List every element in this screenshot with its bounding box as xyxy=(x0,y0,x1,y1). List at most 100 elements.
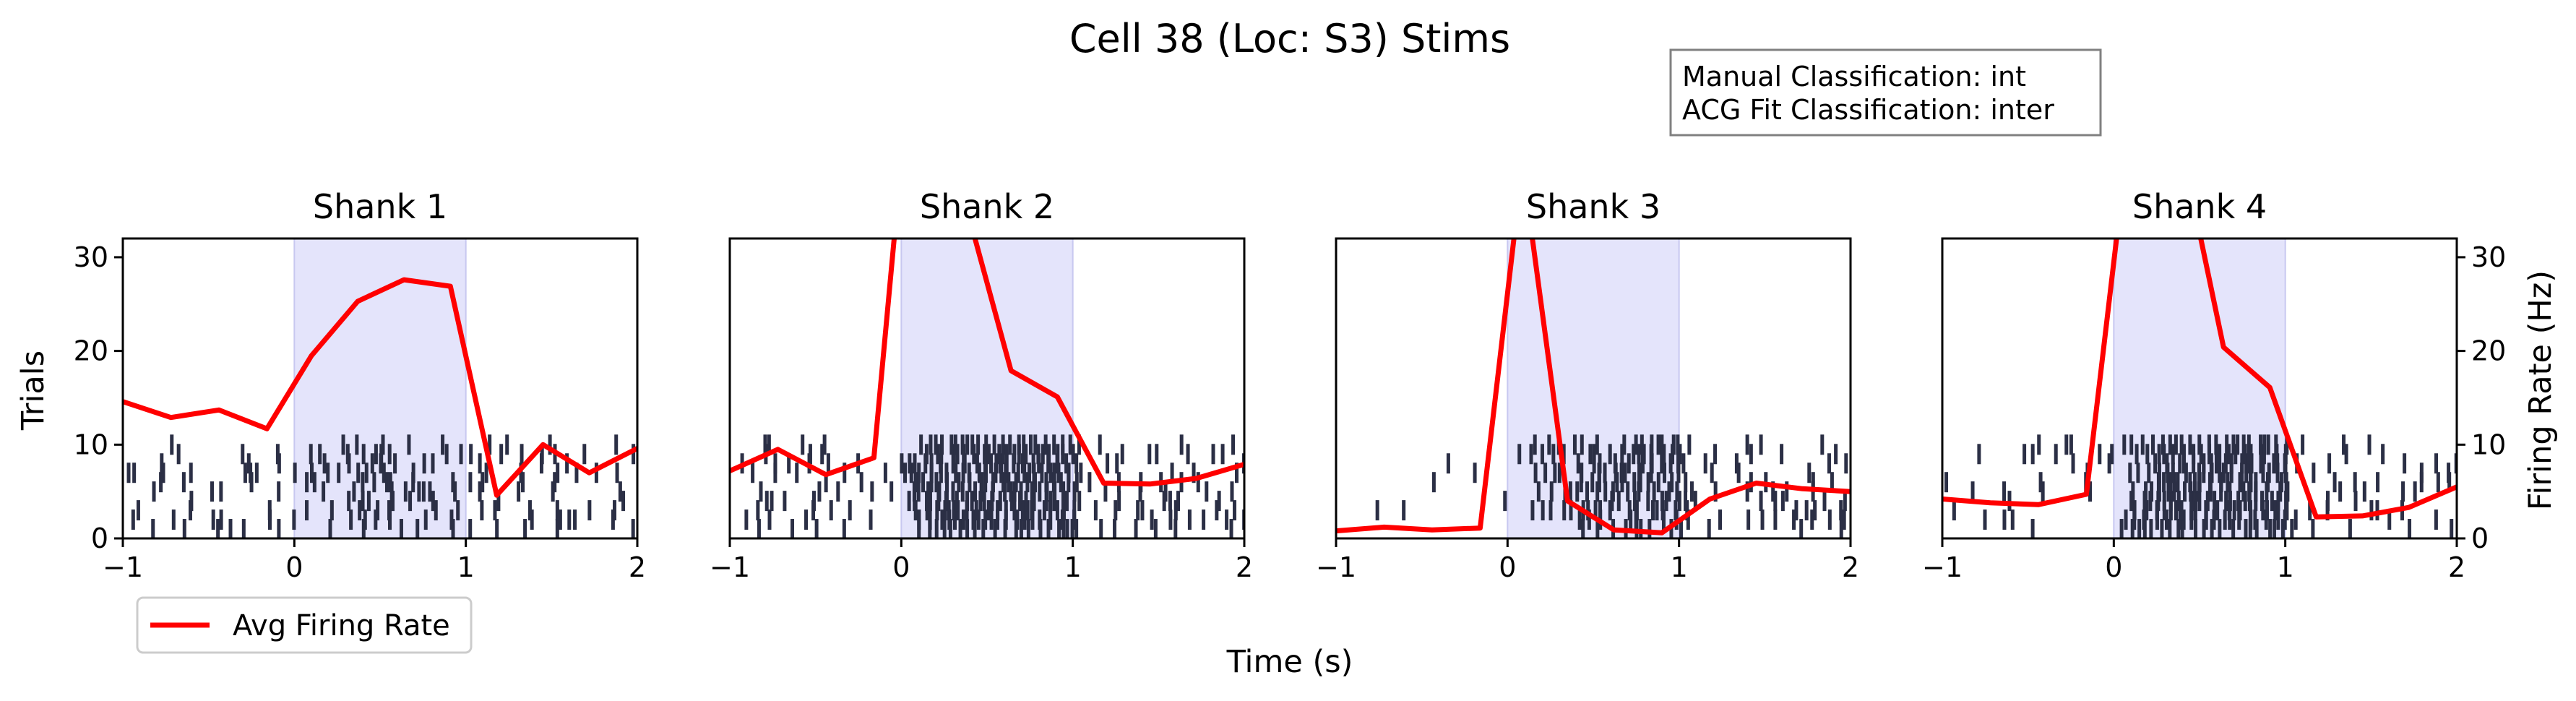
y-tick-label: 10 xyxy=(74,429,108,460)
spike-tick xyxy=(384,472,389,493)
spike-tick xyxy=(1004,444,1009,465)
spike-tick xyxy=(1773,509,1778,530)
spike-tick xyxy=(305,472,309,493)
spike-tick xyxy=(1667,481,1671,502)
spike-tick xyxy=(1713,481,1718,502)
spike-tick xyxy=(2241,481,2246,502)
spike-tick xyxy=(1811,472,1815,493)
spike-tick xyxy=(2174,434,2178,455)
spike-tick xyxy=(1687,434,1692,455)
spike-tick xyxy=(773,453,777,474)
spike-tick xyxy=(587,500,592,521)
spike-tick xyxy=(976,509,981,530)
spike-tick xyxy=(1072,481,1077,502)
spike-tick xyxy=(2183,481,2187,502)
spike-tick xyxy=(2064,434,2069,455)
spike-tick xyxy=(1517,444,1522,465)
spike-tick xyxy=(2157,463,2161,483)
spike-tick xyxy=(965,434,970,455)
spike-tick xyxy=(1026,519,1030,538)
classification-box: Manual Classification: int ACG Fit Class… xyxy=(1669,48,2102,137)
spike-tick xyxy=(361,444,366,465)
spike-tick xyxy=(540,444,544,465)
spike-tick xyxy=(326,463,330,483)
spike-tick xyxy=(2030,444,2035,465)
x-tick-label: 1 xyxy=(2277,551,2294,583)
spike-tick xyxy=(992,434,996,455)
spike-tick xyxy=(189,463,193,483)
spike-tick xyxy=(1134,519,1138,538)
spike-tick xyxy=(2136,463,2140,483)
spike-tick xyxy=(859,472,863,493)
panel-title: Shank 1 xyxy=(313,187,447,226)
spike-tick xyxy=(1632,444,1636,465)
spike-tick xyxy=(275,444,280,465)
spike-tick xyxy=(1580,434,1584,455)
spike-tick xyxy=(1620,444,1624,465)
spike-tick xyxy=(318,444,322,465)
spike-tick xyxy=(808,444,812,465)
spike-tick xyxy=(2194,491,2198,512)
spike-tick xyxy=(822,434,827,455)
spike-tick xyxy=(1022,509,1027,530)
spike-tick xyxy=(952,500,956,521)
spike-tick xyxy=(1632,472,1637,493)
x-tick-label: 0 xyxy=(285,551,303,583)
spike-tick xyxy=(309,444,313,465)
spike-tick xyxy=(631,519,635,538)
panel-shank-2: Shank 2 −1 0 1 2 xyxy=(710,187,1253,583)
spike-tick xyxy=(2261,463,2265,483)
spike-tick xyxy=(1611,481,1615,502)
spike-tick xyxy=(2176,472,2180,493)
spike-tick xyxy=(2454,453,2457,474)
spike-tick xyxy=(1064,453,1069,474)
spike-tick xyxy=(387,444,392,465)
spike-tick xyxy=(1205,481,1209,502)
spike-tick xyxy=(1215,500,1219,521)
spike-tick xyxy=(2002,481,2007,502)
spike-tick xyxy=(957,472,961,493)
spike-tick xyxy=(1773,491,1778,512)
spike-tick xyxy=(159,472,163,493)
spike-tick xyxy=(521,472,525,493)
spike-tick xyxy=(1052,434,1056,455)
spike-tick xyxy=(456,500,460,521)
spike-tick xyxy=(2124,509,2128,530)
spike-tick xyxy=(2227,444,2231,465)
spike-tick xyxy=(756,500,760,521)
spike-tick xyxy=(2312,463,2316,483)
spike-tick xyxy=(1603,481,1608,502)
spike-tick xyxy=(1103,481,1108,502)
spike-tick xyxy=(1150,509,1154,530)
spike-tick xyxy=(1036,444,1041,465)
spike-tick xyxy=(1568,481,1572,502)
spike-tick xyxy=(1577,509,1582,530)
spike-tick xyxy=(1186,444,1190,465)
spike-tick xyxy=(1655,500,1659,521)
spike-tick xyxy=(2171,444,2175,465)
x-tick-label: 0 xyxy=(1499,551,1516,583)
spike-tick xyxy=(1569,500,1573,521)
spike-tick xyxy=(1074,453,1079,474)
spike-tick xyxy=(1196,472,1200,493)
spike-tick xyxy=(787,453,791,474)
spike-tick xyxy=(2276,491,2280,512)
spike-tick xyxy=(499,444,504,465)
spike-tick xyxy=(1074,472,1079,493)
spike-tick xyxy=(423,509,428,530)
spike-tick xyxy=(1072,500,1077,521)
spike-tick xyxy=(2266,434,2270,455)
spike-tick xyxy=(1676,434,1680,455)
spike-tick xyxy=(468,519,473,538)
spike-tick xyxy=(1217,491,1221,512)
spike-tick xyxy=(2283,509,2287,530)
spike-tick xyxy=(960,481,965,502)
spike-tick xyxy=(1402,500,1406,521)
spike-tick xyxy=(567,509,572,530)
spike-tick xyxy=(1087,472,1092,493)
spike-tick xyxy=(1030,481,1034,502)
spike-tick xyxy=(919,434,923,455)
x-tick-label: −1 xyxy=(1316,551,1356,583)
spike-tick xyxy=(1046,519,1051,538)
